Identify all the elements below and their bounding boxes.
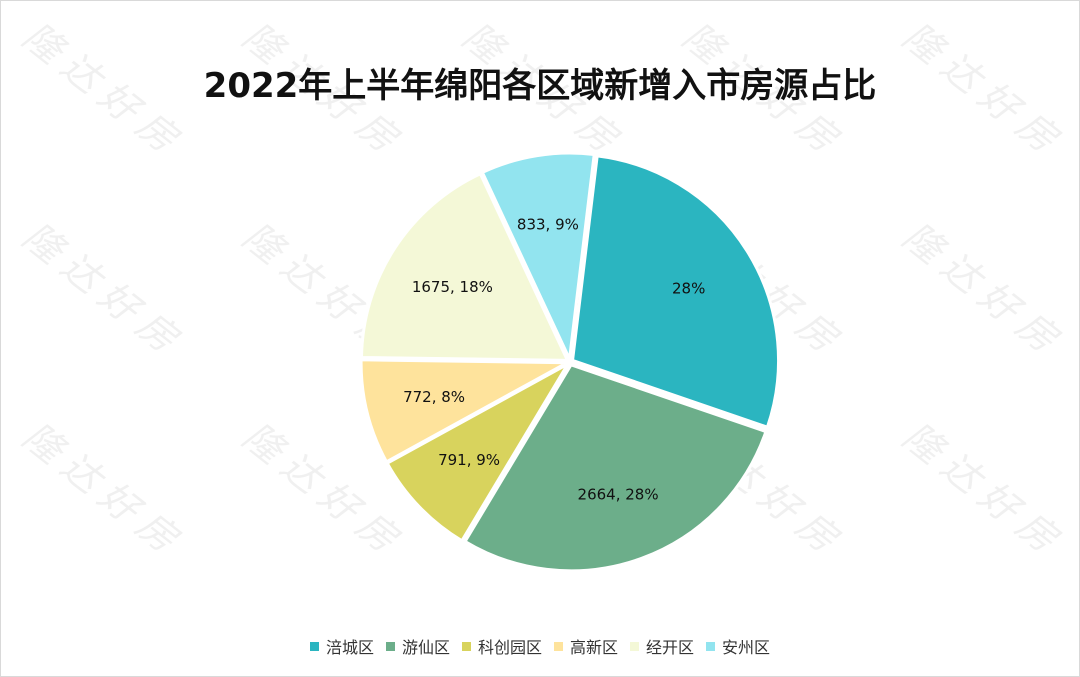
pie-slices bbox=[359, 151, 781, 573]
legend-label: 涪城区 bbox=[325, 638, 374, 657]
slice-data-label: 791, 9% bbox=[438, 451, 500, 469]
legend-swatch bbox=[630, 641, 640, 651]
slice-data-label: 2664, 28% bbox=[578, 486, 659, 504]
slice-data-label: 28% bbox=[672, 280, 705, 298]
legend-entry: 高新区 bbox=[554, 634, 618, 658]
pie-slice bbox=[385, 360, 572, 543]
slice-data-label: 1675, 18% bbox=[412, 278, 493, 296]
legend-swatch bbox=[461, 641, 471, 651]
pie-labels: 28% 2664, 28% 791, 9% 772, 8% 1675, 18% 833, … bbox=[403, 216, 705, 504]
legend-swatch bbox=[554, 641, 563, 651]
legend-label: 科创园区 bbox=[477, 638, 542, 657]
pie-slice bbox=[480, 151, 596, 365]
chart-title: 2022年上半年绵阳各区域新增入市房源占比 bbox=[203, 66, 877, 106]
legend-label: 游仙区 bbox=[401, 638, 450, 657]
legend-entry: 科创园区 bbox=[461, 634, 542, 658]
legend-swatch bbox=[706, 641, 716, 651]
legend-entry: 安州区 bbox=[706, 634, 770, 658]
legend-entry: 游仙区 bbox=[385, 634, 450, 658]
pie-slice bbox=[359, 171, 570, 362]
legend-label: 高新区 bbox=[570, 638, 619, 657]
legend-entry: 经开区 bbox=[630, 634, 694, 658]
legend-swatch bbox=[385, 641, 395, 651]
legend-label: 经开区 bbox=[646, 638, 695, 657]
legend-label: 安州区 bbox=[722, 638, 771, 657]
legend-swatch bbox=[309, 641, 319, 651]
pie-slice bbox=[359, 358, 573, 464]
legend-entry: 涪城区 bbox=[309, 634, 374, 658]
slice-data-label: 772, 8% bbox=[403, 388, 465, 406]
chart-legend: 涪城区 游仙区 科创园区 高新区 经开区 安州区 bbox=[0, 634, 1080, 658]
pie-slice bbox=[570, 154, 781, 430]
slice-data-label: 833, 9% bbox=[517, 216, 579, 234]
pie-slice bbox=[463, 363, 768, 573]
